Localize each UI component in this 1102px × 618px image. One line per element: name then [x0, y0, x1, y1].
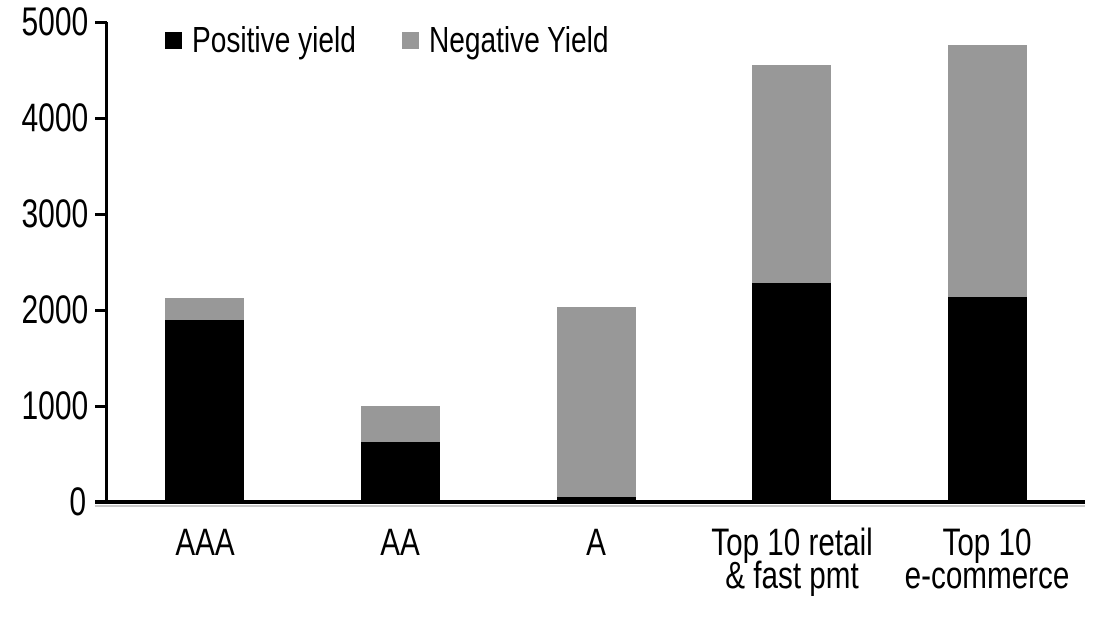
bar-segment-positive-yield	[752, 283, 832, 502]
legend-swatch-icon	[165, 31, 182, 49]
x-category-label: Top 10 e-commerce	[904, 522, 1070, 597]
bar-segment-positive-yield	[947, 296, 1027, 502]
bar-segment-negative-yield	[752, 65, 832, 284]
x-category-label: AAA	[175, 522, 235, 564]
legend: Positive yield Negative Yield	[165, 16, 659, 64]
y-axis-tick	[95, 213, 107, 216]
y-tick-label: 4000	[21, 96, 89, 140]
y-axis-tick	[95, 117, 107, 120]
bar-segment-negative-yield	[947, 45, 1027, 297]
bar-segment-positive-yield	[360, 442, 440, 502]
y-axis-tick	[95, 21, 107, 24]
legend-item-positive-yield: Positive yield	[165, 16, 402, 64]
y-tick-label: 0	[69, 480, 86, 524]
y-axis	[105, 22, 108, 504]
x-category-label: AA	[380, 522, 421, 564]
y-tick-label: 1000	[21, 384, 89, 428]
bar-segment-negative-yield	[165, 298, 245, 320]
y-tick-label: 5000	[21, 0, 89, 44]
bar-segment-positive-yield	[556, 497, 636, 502]
bar-segment-negative-yield	[360, 406, 440, 443]
x-category-label: Top 10 retail & fast pmt	[710, 522, 873, 597]
legend-swatch-icon	[402, 31, 420, 49]
bar-segment-positive-yield	[165, 319, 245, 502]
x-axis-shadow	[95, 505, 1085, 507]
legend-item-negative-yield: Negative Yield	[402, 16, 659, 64]
x-axis	[95, 500, 1085, 504]
y-axis-tick	[95, 405, 107, 408]
legend-label: Negative Yield	[429, 19, 609, 60]
bar-segment-negative-yield	[556, 307, 636, 498]
y-tick-label: 3000	[21, 192, 89, 236]
y-axis-tick	[95, 501, 107, 504]
y-tick-label: 2000	[21, 288, 89, 332]
y-axis-tick	[95, 309, 107, 312]
legend-label: Positive yield	[192, 19, 356, 60]
x-category-label: A	[586, 522, 606, 564]
